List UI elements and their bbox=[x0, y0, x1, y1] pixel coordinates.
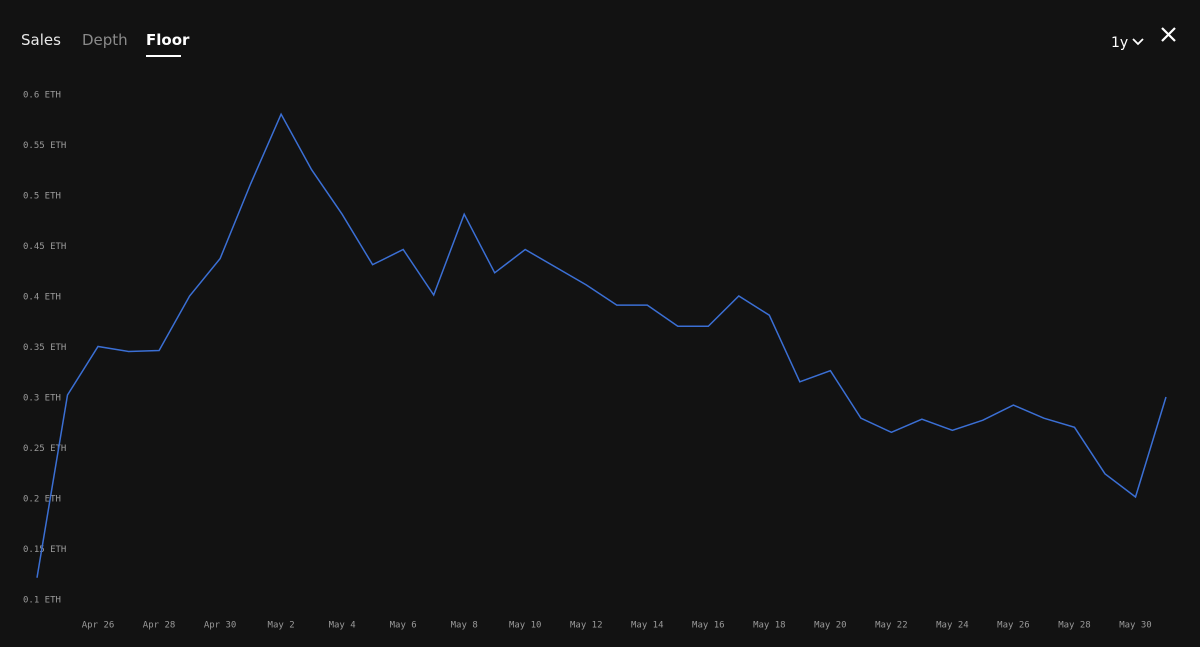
x-tick-label: May 6 bbox=[390, 621, 417, 631]
x-tick-label: May 8 bbox=[451, 621, 478, 631]
tab-floor[interactable]: Floor bbox=[146, 31, 190, 49]
x-tick-label: Apr 30 bbox=[204, 621, 237, 631]
y-tick-label: 0.5 ETH bbox=[23, 192, 61, 202]
y-tick-label: 0.1 ETH bbox=[23, 596, 61, 606]
y-tick-label: 0.3 ETH bbox=[23, 394, 61, 404]
x-tick-label: May 24 bbox=[936, 621, 969, 631]
tab-depth[interactable]: Depth bbox=[82, 31, 128, 49]
x-tick-label: May 2 bbox=[268, 621, 295, 631]
y-tick-label: 0.35 ETH bbox=[23, 343, 66, 353]
x-tick-label: May 28 bbox=[1058, 621, 1091, 631]
y-tick-label: 0.15 ETH bbox=[23, 545, 66, 555]
y-tick-label: 0.45 ETH bbox=[23, 242, 66, 252]
x-tick-label: May 18 bbox=[753, 621, 786, 631]
x-tick-label: May 16 bbox=[692, 621, 725, 631]
x-tick-label: May 26 bbox=[997, 621, 1030, 631]
x-tick-label: May 14 bbox=[631, 621, 664, 631]
close-button[interactable] bbox=[1161, 27, 1176, 42]
y-tick-label: 0.4 ETH bbox=[23, 293, 61, 303]
y-tick-label: 0.2 ETH bbox=[23, 495, 61, 505]
x-tick-label: Apr 26 bbox=[82, 621, 115, 631]
period-select[interactable]: 1y bbox=[1111, 35, 1128, 51]
active-underline bbox=[146, 55, 181, 57]
x-tick-label: May 4 bbox=[329, 621, 356, 631]
x-tick-label: Apr 28 bbox=[143, 621, 176, 631]
x-tick-label: May 12 bbox=[570, 621, 603, 631]
y-tick-label: 0.25 ETH bbox=[23, 444, 66, 454]
y-tick-label: 0.6 ETH bbox=[23, 91, 61, 101]
floor-line bbox=[36, 112, 1167, 578]
x-tick-label: May 22 bbox=[875, 621, 908, 631]
y-tick-label: 0.55 ETH bbox=[23, 141, 66, 151]
tab-sales[interactable]: Sales bbox=[21, 31, 61, 49]
chevron[interactable] bbox=[1132, 38, 1144, 46]
x-tick-label: May 10 bbox=[509, 621, 542, 631]
x-tick-label: May 30 bbox=[1119, 621, 1152, 631]
x-tick-label: May 20 bbox=[814, 621, 847, 631]
